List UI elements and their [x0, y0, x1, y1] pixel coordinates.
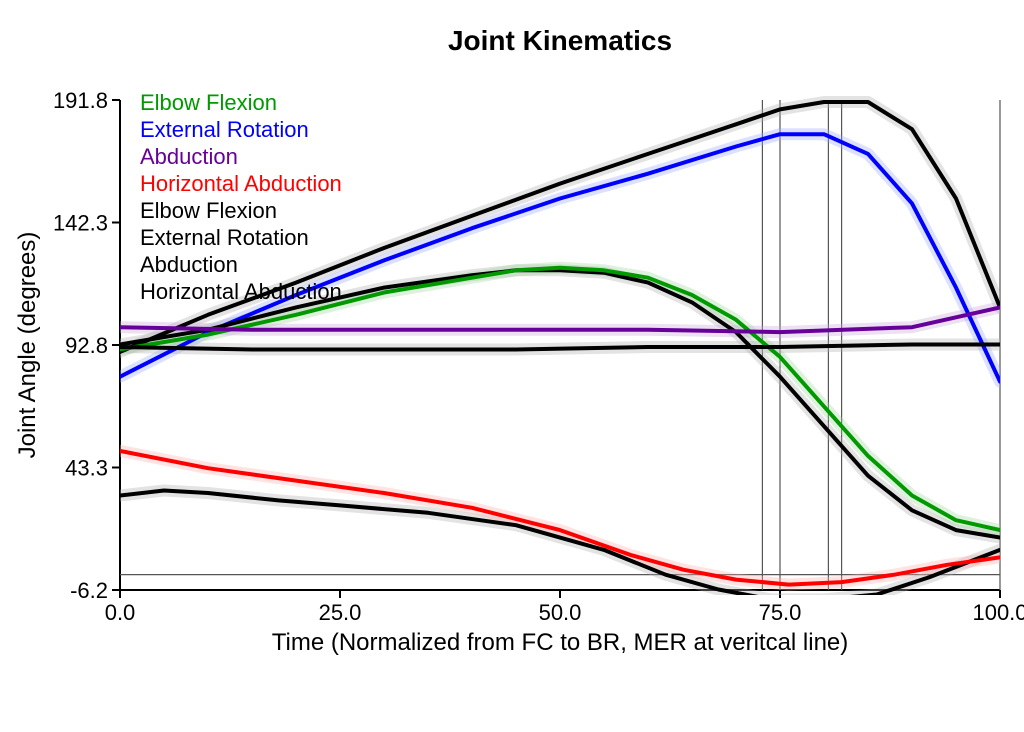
- x-tick-label: 100.0: [972, 600, 1024, 625]
- y-tick-label: 43.3: [65, 456, 108, 481]
- y-tick-label: 191.8: [53, 88, 108, 113]
- legend-item: Abduction: [140, 144, 238, 169]
- legend-item: Horizontal Abduction: [140, 171, 342, 196]
- legend-item: Abduction: [140, 252, 238, 277]
- y-tick-label: 92.8: [65, 333, 108, 358]
- x-tick-label: 25.0: [319, 600, 362, 625]
- legend-item: Horizontal Abduction: [140, 279, 342, 304]
- y-tick-label: 142.3: [53, 211, 108, 236]
- x-axis-label: Time (Normalized from FC to BR, MER at v…: [272, 629, 849, 656]
- legend-item: Elbow Flexion: [140, 90, 277, 115]
- legend-item: Elbow Flexion: [140, 198, 277, 223]
- y-tick-label: -6.2: [70, 578, 108, 603]
- legend-item: External Rotation: [140, 225, 309, 250]
- y-axis-label: Joint Angle (degrees): [14, 232, 41, 459]
- x-tick-label: 75.0: [759, 600, 802, 625]
- kinematics-chart: Joint Kinematics -6.2 43.3 92.8 142.3 191.8 0.…: [0, 0, 1024, 732]
- x-tick-label: 50.0: [539, 600, 582, 625]
- x-tick-label: 0.0: [105, 600, 136, 625]
- legend-item: External Rotation: [140, 117, 309, 142]
- chart-title: Joint Kinematics: [448, 25, 672, 56]
